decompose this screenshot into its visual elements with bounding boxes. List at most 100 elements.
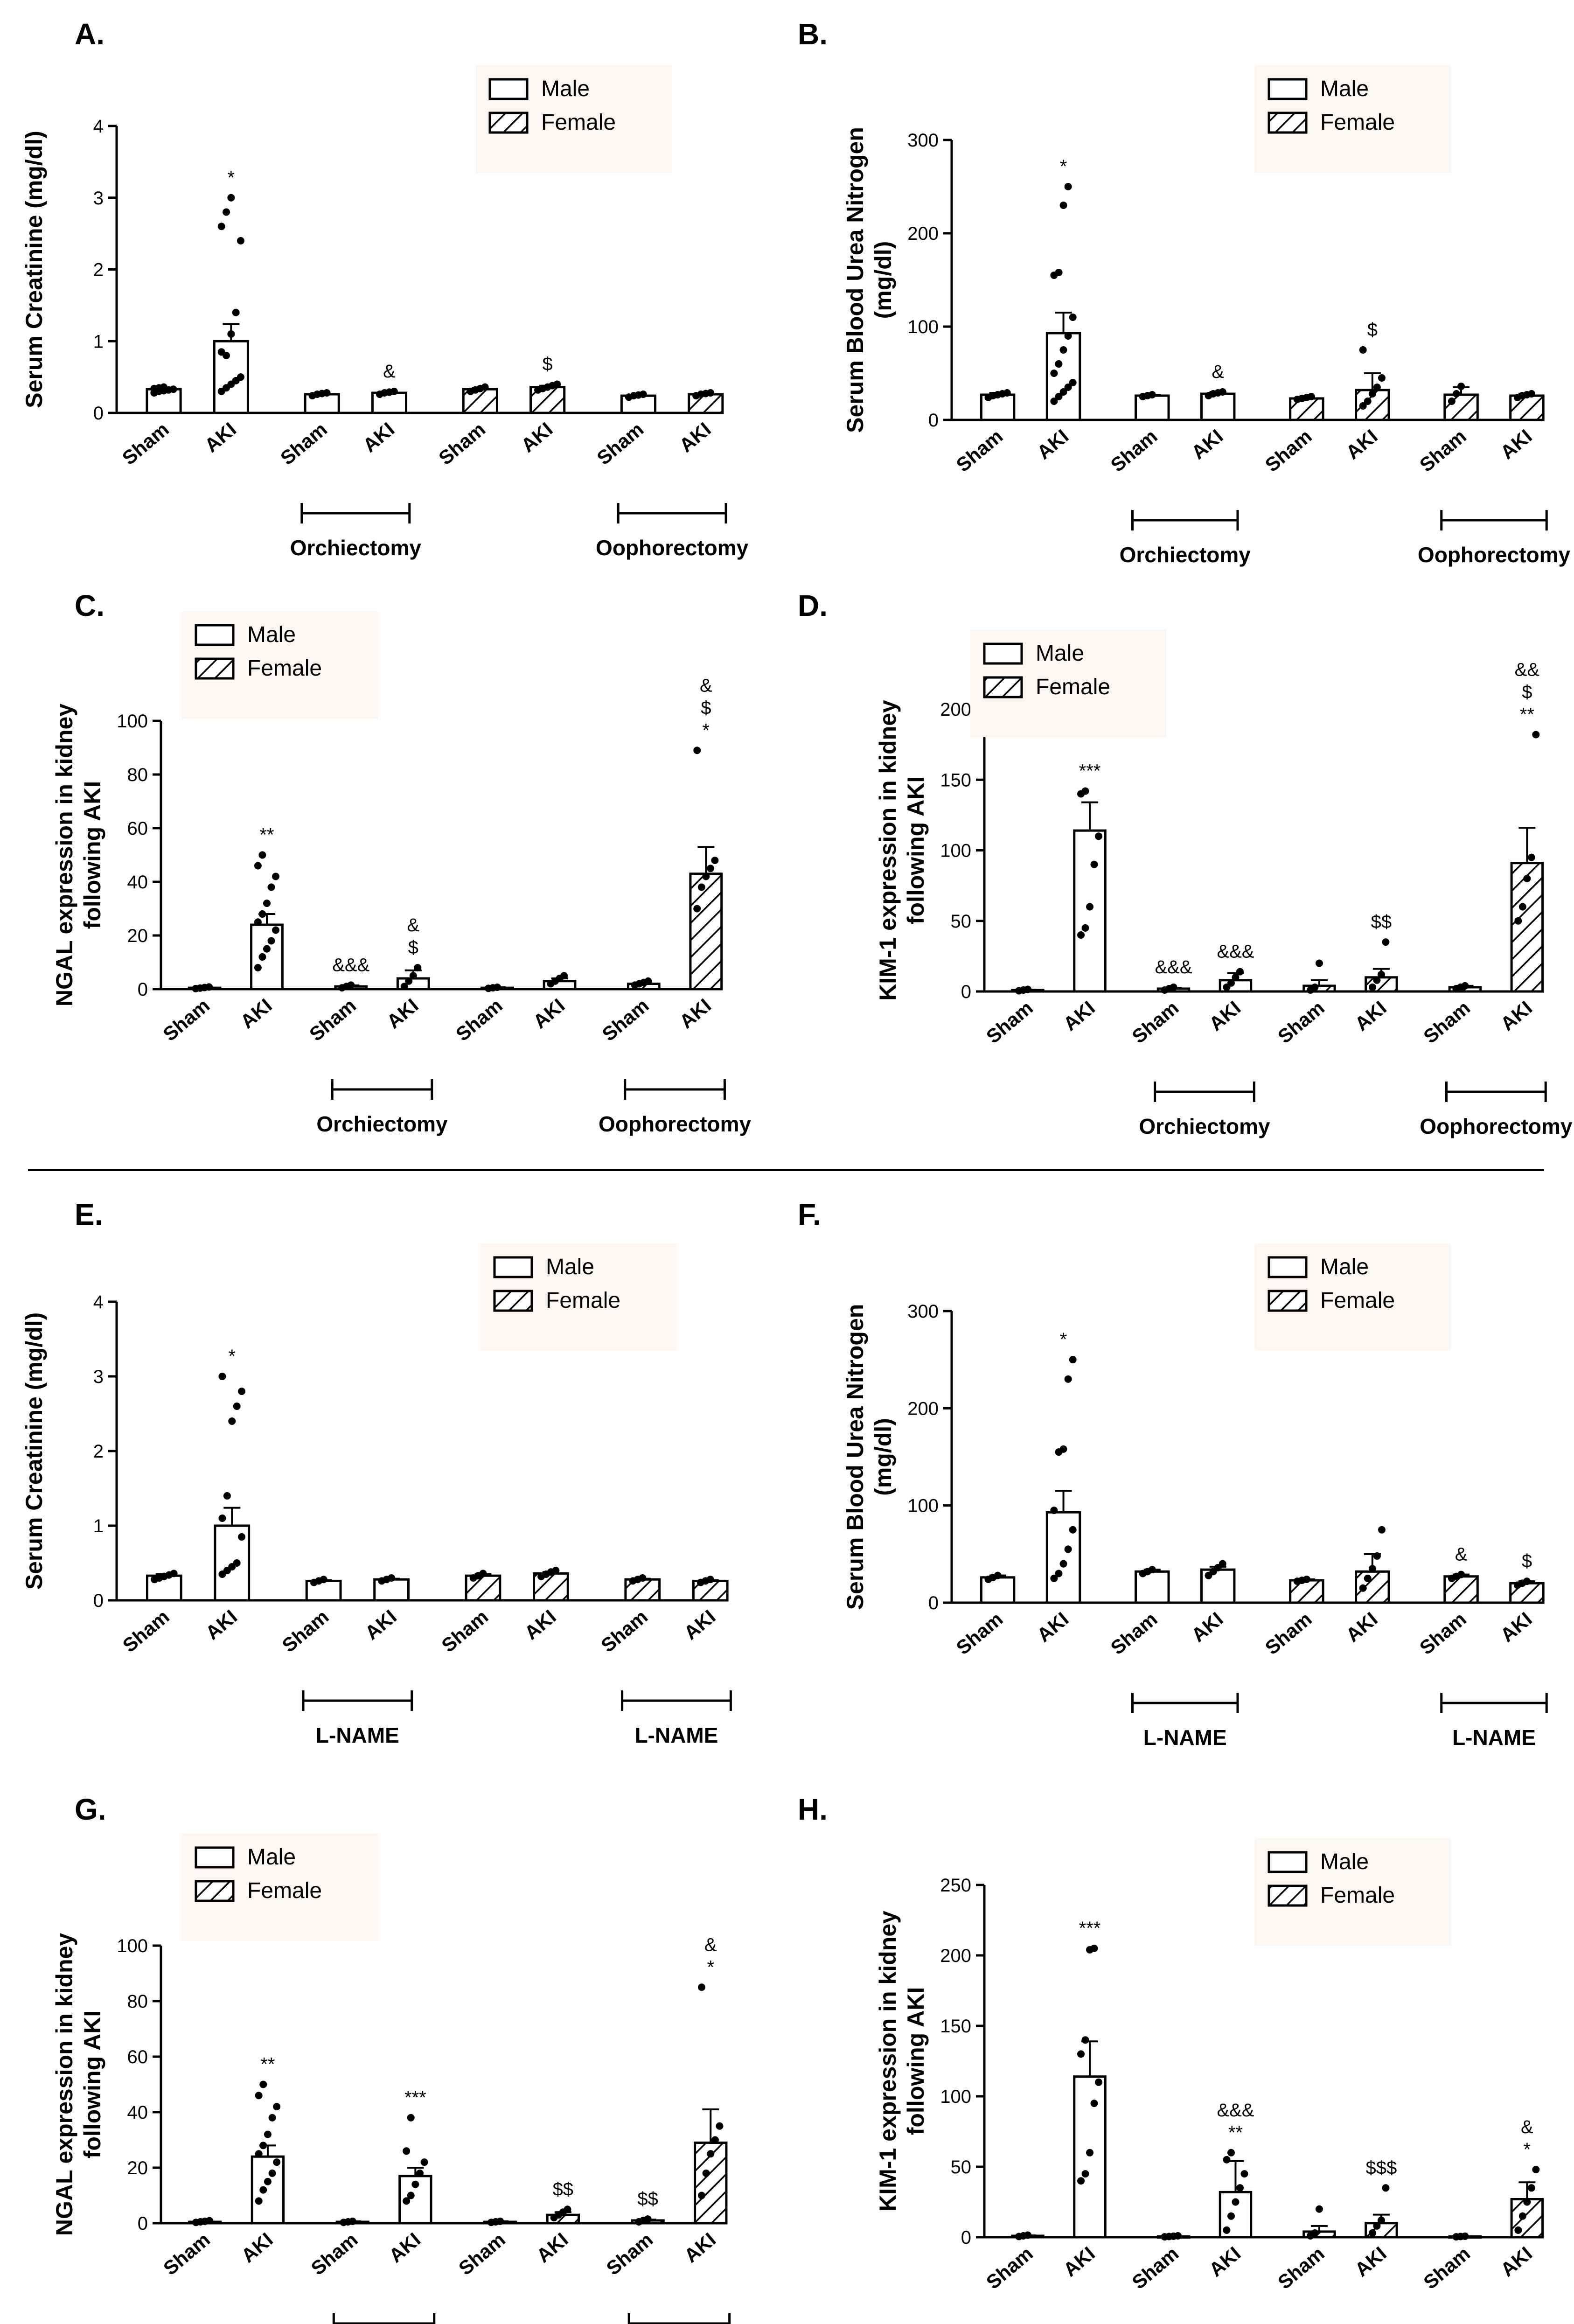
data-point: [639, 391, 647, 398]
x-tick-label: AKI: [1497, 997, 1537, 1035]
x-tick-label: Sham: [598, 994, 653, 1046]
data-point: [1311, 983, 1319, 991]
y-tick-label: 0: [928, 410, 939, 431]
panel-h: H. 0 50 100 150 200 250 KIM-1 expression in kid…: [798, 1793, 1544, 2294]
data-point: [1523, 1577, 1531, 1585]
data-point: [1315, 959, 1323, 967]
data-point: [1373, 384, 1381, 391]
y-tick-label: 0: [928, 1593, 939, 1613]
data-point: [205, 983, 213, 991]
data-point: [1077, 931, 1085, 939]
y-axis-label: Serum Blood Urea Nitrogen: [842, 127, 868, 433]
data-point: [698, 2191, 706, 2199]
data-point: [1223, 2226, 1231, 2234]
data-point: [160, 383, 168, 391]
data-point: [254, 918, 262, 926]
data-point: [414, 964, 422, 971]
data-point: [1069, 1356, 1077, 1364]
data-point: [405, 977, 413, 985]
x-tick-label: Sham: [602, 2228, 657, 2280]
x-tick-label: Sham: [434, 418, 489, 469]
data-point: [1373, 2222, 1381, 2230]
y-tick-label: 4: [93, 1292, 104, 1312]
data-point: [259, 2142, 267, 2150]
panel-d: D. 0 50 100 150 200 KIM-1 expression in kidney…: [798, 589, 1573, 1138]
x-tick-label: Sham: [982, 2242, 1037, 2294]
y-tick-label: 60: [127, 2047, 148, 2067]
significance-mark: ***: [1079, 761, 1101, 781]
x-tick-label: AKI: [1187, 425, 1227, 464]
data-point: [403, 2197, 411, 2205]
data-point: [496, 2217, 504, 2225]
y-tick-label: 2: [93, 260, 104, 280]
x-tick-label: Sham: [1274, 2242, 1329, 2294]
data-point: [1219, 1560, 1226, 1568]
x-tick-label: AKI: [1497, 2242, 1537, 2281]
panel-letter: E.: [75, 1198, 103, 1231]
x-tick-label: AKI: [1033, 425, 1073, 464]
y-tick-label: 200: [940, 699, 971, 720]
data-point: [644, 2215, 652, 2223]
group-label: Oophorectomy: [599, 1112, 752, 1136]
data-point: [258, 910, 266, 918]
legend-label-male: Male: [1320, 77, 1369, 101]
x-tick-label: AKI: [237, 2228, 277, 2267]
data-point: [1368, 983, 1376, 991]
legend-swatch-male: [1268, 78, 1308, 100]
data-point: [1452, 390, 1460, 398]
x-tick-label: AKI: [520, 1605, 560, 1644]
significance-mark: &: [1521, 2117, 1533, 2137]
data-point: [1373, 1552, 1381, 1560]
significance-mark: &&&: [1217, 942, 1254, 962]
data-point: [1024, 2231, 1032, 2239]
x-tick-label: AKI: [1342, 1608, 1382, 1647]
data-point: [1069, 379, 1077, 386]
data-point: [1050, 398, 1058, 405]
significance-mark: &: [1212, 362, 1224, 382]
significance-mark: **: [1228, 2122, 1243, 2143]
data-point: [1055, 1570, 1063, 1577]
significance-mark: **: [260, 2054, 275, 2075]
legend-label-female: Female: [247, 1878, 322, 1903]
data-point: [1527, 2184, 1535, 2192]
y-tick-label: 100: [117, 711, 148, 732]
data-point: [170, 1570, 178, 1577]
x-tick-label: AKI: [1496, 425, 1536, 464]
significance-mark: &&&: [1217, 2100, 1254, 2121]
data-point: [698, 1983, 706, 1991]
data-point: [238, 1388, 246, 1395]
bar-aki-male: [1045, 1511, 1081, 1604]
data-point: [258, 851, 266, 859]
group-label: Orchiectomy: [290, 536, 422, 560]
y-tick-label: 80: [127, 1991, 148, 2012]
legend-swatch-male: [195, 624, 235, 646]
data-point: [416, 2169, 424, 2177]
data-point: [1055, 393, 1063, 400]
data-point: [1368, 1565, 1376, 1573]
significance-mark: *: [1524, 2139, 1531, 2160]
x-tick-label: AKI: [236, 994, 276, 1033]
y-axis-label: following AKI: [903, 1987, 929, 2136]
data-point: [1095, 2078, 1103, 2086]
data-point: [1077, 2050, 1085, 2058]
data-point: [400, 983, 408, 991]
x-tick-label: AKI: [201, 1605, 241, 1644]
data-point: [706, 1576, 714, 1584]
y-tick-label: 100: [907, 317, 939, 337]
data-point: [1532, 2166, 1540, 2174]
data-point: [1457, 1570, 1465, 1578]
x-tick-label: Sham: [437, 1605, 492, 1657]
panel-b: B. 0 100 200 300 Serum Blood Urea Nitrogen (mg…: [798, 17, 1570, 567]
data-point: [227, 194, 235, 202]
x-tick-label: Sham: [1415, 425, 1470, 476]
data-point: [409, 972, 417, 980]
data-point: [1232, 973, 1240, 981]
significance-mark: &&&: [1155, 957, 1192, 977]
group-label: L-NAME: [1143, 1725, 1227, 1750]
data-point: [420, 2158, 428, 2166]
data-point: [1055, 360, 1063, 368]
y-tick-label: 3: [93, 188, 104, 209]
data-point: [1081, 787, 1089, 795]
data-point: [702, 872, 710, 880]
